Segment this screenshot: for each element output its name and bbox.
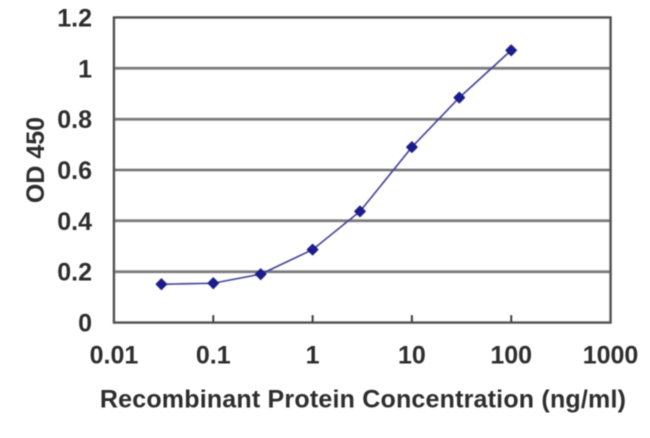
svg-text:0.01: 0.01 xyxy=(90,342,139,370)
svg-text:Recombinant Protein Concentrat: Recombinant Protein Concentration (ng/ml… xyxy=(100,386,626,414)
svg-text:0.4: 0.4 xyxy=(57,208,92,236)
svg-text:OD 450: OD 450 xyxy=(22,117,50,203)
svg-text:1000: 1000 xyxy=(583,342,639,370)
svg-text:0.6: 0.6 xyxy=(57,157,92,185)
svg-text:1: 1 xyxy=(306,342,320,370)
svg-text:0: 0 xyxy=(78,310,92,338)
svg-text:100: 100 xyxy=(490,342,532,370)
svg-text:0.2: 0.2 xyxy=(57,259,92,287)
svg-text:10: 10 xyxy=(398,342,426,370)
svg-text:1.2: 1.2 xyxy=(57,5,92,33)
svg-text:0.8: 0.8 xyxy=(57,106,92,134)
svg-text:0.1: 0.1 xyxy=(196,342,231,370)
svg-text:1: 1 xyxy=(78,55,92,83)
